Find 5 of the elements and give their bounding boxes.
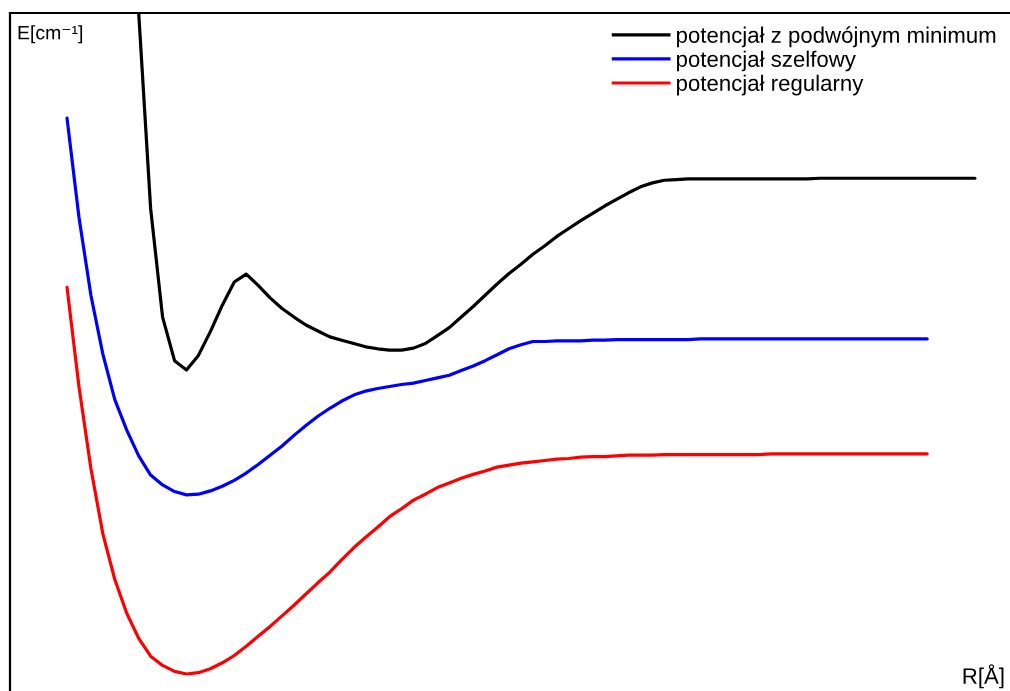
- x-axis-title: R[Å]: [963, 664, 1004, 689]
- y-axis-title: E[cm⁻¹]: [18, 25, 83, 44]
- legend-label: potencjał regularny: [677, 74, 864, 96]
- legend-label: potencjał z podwójnym minimum: [677, 26, 996, 48]
- legend-label: potencjał szelfowy: [677, 50, 856, 72]
